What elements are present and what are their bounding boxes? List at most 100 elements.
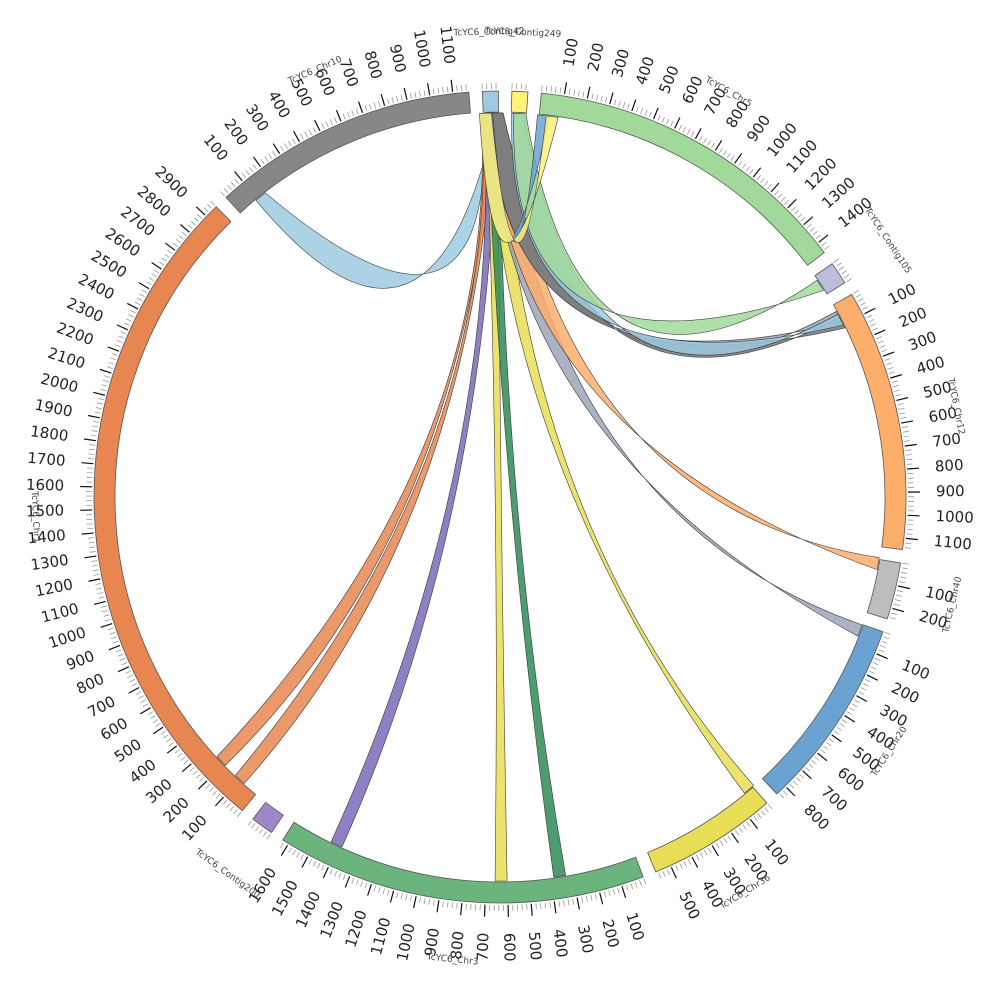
minor-tick xyxy=(121,662,128,666)
major-tick xyxy=(152,726,164,735)
minor-tick xyxy=(396,891,399,898)
minor-tick xyxy=(125,670,132,674)
minor-tick xyxy=(833,258,839,263)
tick-label: 200 xyxy=(889,679,923,708)
segment-tcyc6-chr5 xyxy=(538,92,825,266)
major-tick xyxy=(752,167,762,178)
minor-tick xyxy=(687,858,692,865)
minor-tick xyxy=(91,430,98,432)
minor-tick xyxy=(895,594,902,597)
minor-tick xyxy=(130,310,136,314)
major-tick xyxy=(817,752,828,762)
minor-tick xyxy=(577,90,580,97)
minor-tick xyxy=(774,190,779,196)
minor-tick xyxy=(726,152,731,159)
segment-tcyc6-contig200 xyxy=(252,801,284,834)
major-tick xyxy=(770,182,780,193)
minor-tick xyxy=(902,562,909,565)
minor-tick xyxy=(112,640,119,644)
tick-label: 800 xyxy=(360,49,385,82)
tick-label: 200 xyxy=(896,303,929,331)
minor-tick xyxy=(100,388,107,392)
segments-layer xyxy=(93,90,907,904)
minor-tick xyxy=(862,306,868,310)
minor-tick xyxy=(177,752,183,758)
tick-label: 1800 xyxy=(29,422,69,445)
tick-label: 1300 xyxy=(316,899,347,941)
tick-label: 100 xyxy=(178,811,211,844)
minor-tick xyxy=(779,793,785,799)
minor-tick xyxy=(264,156,269,162)
minor-tick xyxy=(815,234,821,239)
minor-tick xyxy=(889,616,896,620)
minor-tick xyxy=(730,155,735,161)
minor-tick xyxy=(838,266,845,271)
minor-tick xyxy=(92,425,99,428)
minor-tick xyxy=(558,900,561,907)
minor-tick xyxy=(148,277,155,282)
major-tick xyxy=(907,514,920,517)
minor-tick xyxy=(174,749,180,754)
minor-tick xyxy=(442,86,444,93)
minor-tick xyxy=(212,790,218,796)
minor-tick xyxy=(872,662,879,666)
minor-tick xyxy=(203,207,209,213)
minor-tick xyxy=(190,221,196,226)
major-tick xyxy=(100,623,113,628)
minor-tick xyxy=(373,102,377,109)
minor-tick xyxy=(317,863,321,869)
minor-tick xyxy=(300,133,304,140)
minor-tick xyxy=(387,98,390,105)
minor-tick xyxy=(114,344,121,348)
minor-tick xyxy=(329,119,333,126)
minor-tick xyxy=(419,897,421,904)
minor-tick xyxy=(719,147,723,154)
minor-tick xyxy=(296,852,300,858)
minor-tick xyxy=(135,691,142,695)
minor-tick xyxy=(643,878,647,885)
minor-tick xyxy=(382,888,386,895)
minor-tick xyxy=(167,250,173,255)
minor-tick xyxy=(88,453,95,455)
minor-tick xyxy=(892,385,899,388)
minor-tick xyxy=(260,158,265,165)
minor-tick xyxy=(756,175,761,181)
minor-tick xyxy=(906,533,913,535)
link-7 xyxy=(488,112,863,637)
minor-tick xyxy=(347,112,350,118)
minor-tick xyxy=(662,870,666,877)
tick-label: 1600 xyxy=(26,476,65,495)
tick-label: 200 xyxy=(598,917,622,949)
minor-tick xyxy=(630,883,634,890)
minor-tick xyxy=(644,109,648,116)
minor-tick xyxy=(151,273,157,278)
minor-tick xyxy=(292,849,296,856)
minor-tick xyxy=(851,703,858,708)
minor-tick xyxy=(666,118,670,125)
major-tick xyxy=(389,890,395,903)
major-tick xyxy=(93,600,106,606)
minor-tick xyxy=(109,632,116,635)
minor-tick xyxy=(841,270,847,275)
minor-tick xyxy=(895,394,902,397)
minor-tick xyxy=(456,902,458,909)
tick-label: 2300 xyxy=(64,294,106,326)
minor-tick xyxy=(567,899,570,906)
links-layer xyxy=(216,112,880,882)
tick-label: 800 xyxy=(934,456,964,476)
major-tick xyxy=(734,153,743,164)
minor-tick xyxy=(396,96,399,103)
minor-tick xyxy=(814,756,820,761)
major-tick xyxy=(460,903,463,916)
major-tick xyxy=(197,780,208,790)
minor-tick xyxy=(437,87,440,94)
minor-tick xyxy=(351,110,355,117)
tick-label: 100 xyxy=(622,910,648,943)
minor-tick xyxy=(210,200,216,206)
minor-tick xyxy=(881,349,888,353)
minor-tick xyxy=(160,730,166,735)
minor-tick xyxy=(268,153,273,159)
tick-label: 1000 xyxy=(46,623,88,652)
tick-label: 900 xyxy=(64,647,97,674)
minor-tick xyxy=(545,85,548,92)
